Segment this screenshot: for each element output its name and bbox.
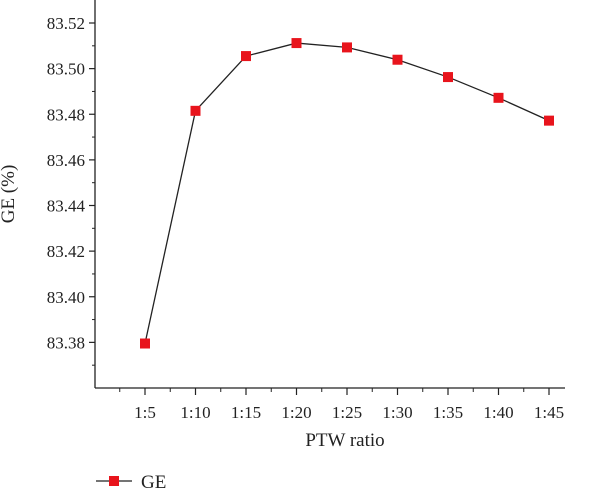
plot-area: 83.38 83.40 83.42 83.44 83.46 83.48 83.50 83.52… xyxy=(47,0,565,422)
x-tick-label: 1:30 xyxy=(382,403,412,422)
y-axis-title: GE (%) xyxy=(0,165,19,224)
series-layer xyxy=(140,38,554,349)
y-tick-label: 83.42 xyxy=(47,242,85,261)
y-tick-label: 83.48 xyxy=(47,105,85,124)
x-tick-label: 1:10 xyxy=(180,403,210,422)
x-tick-label: 1:45 xyxy=(534,403,564,422)
data-point xyxy=(443,72,453,83)
x-tick-label: 1:15 xyxy=(231,403,261,422)
data-point xyxy=(392,54,403,65)
x-tick-label: 1:20 xyxy=(281,403,311,422)
x-tick-label: 1:35 xyxy=(433,403,463,422)
series-line-ge xyxy=(144,42,550,344)
y-tick-label: 83.40 xyxy=(47,288,85,307)
x-tick-label: 1:25 xyxy=(332,403,362,422)
data-point xyxy=(291,38,302,49)
legend: GE xyxy=(96,472,166,491)
x-axis-ticks: 1:5 1:10 1:15 1:20 1:25 1:30 1:35 1:40 1:45 xyxy=(119,388,564,422)
y-tick-label: 83.44 xyxy=(47,197,86,216)
x-tick-label: 1:40 xyxy=(483,403,513,422)
data-point xyxy=(544,115,554,126)
data-point xyxy=(190,105,201,116)
x-axis-title: PTW ratio xyxy=(305,430,384,451)
x-tick-label: 1:5 xyxy=(134,403,156,422)
y-tick-label: 83.52 xyxy=(47,14,85,33)
legend-marker xyxy=(109,476,119,486)
data-point xyxy=(140,338,150,349)
legend-label-ge: GE xyxy=(141,472,166,491)
y-axis-ticks: 83.38 83.40 83.42 83.44 83.46 83.48 83.50 83.52 xyxy=(47,14,95,366)
data-point xyxy=(493,92,504,103)
data-point xyxy=(241,51,251,62)
y-tick-label: 83.38 xyxy=(47,333,85,352)
y-tick-label: 83.50 xyxy=(47,60,85,79)
data-point xyxy=(342,42,352,53)
y-tick-label: 83.46 xyxy=(47,151,85,170)
